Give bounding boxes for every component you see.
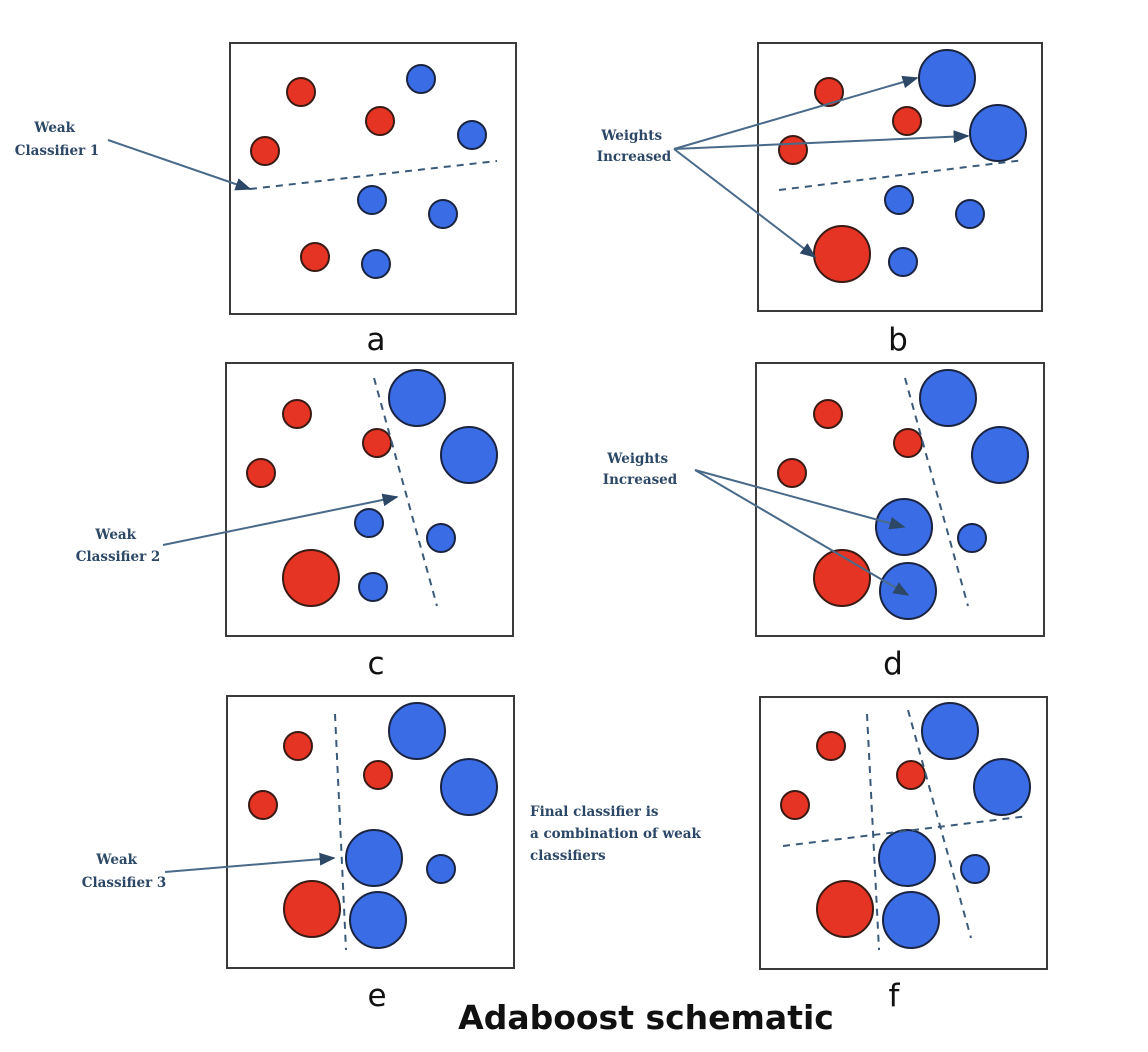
red-point [777, 458, 807, 488]
blue-point [357, 185, 387, 215]
red-point [282, 399, 312, 429]
blue-point-weighted [349, 891, 407, 949]
panel-e-label: e [367, 978, 386, 1014]
blue-point-weighted [345, 829, 403, 887]
red-point [283, 731, 313, 761]
blue-point-weighted [918, 49, 976, 107]
panel-d: Weights Increased d [603, 362, 1045, 682]
blue-point-weighted [879, 562, 937, 620]
blue-point-weighted [440, 758, 498, 816]
blue-point-weighted [878, 829, 936, 887]
blue-point-weighted [973, 758, 1031, 816]
red-point-weighted [816, 880, 874, 938]
panel-f-annotation: Final classifier is a combination of wea… [530, 804, 706, 864]
panel-d-annotation: Weights Increased [603, 451, 678, 488]
red-point [248, 790, 278, 820]
blue-point-weighted [921, 702, 979, 760]
blue-point [354, 508, 384, 538]
annotation-arrow [694, 469, 906, 530]
red-point-weighted [282, 549, 340, 607]
annotation-arrow [107, 139, 252, 191]
panel-a: Weak Classifier 1 a [15, 42, 517, 358]
red-point [363, 760, 393, 790]
panel-c-annotation: Weak Classifier 2 [76, 527, 161, 565]
diagram-title: Adaboost schematic [458, 998, 834, 1037]
combined-boundary-1 [866, 713, 880, 951]
blue-point [957, 523, 987, 553]
annotation-arrow [673, 130, 970, 150]
blue-point-weighted [971, 426, 1029, 484]
panel-a-label: a [367, 322, 386, 358]
weak-classifier-3-boundary [334, 713, 347, 951]
weak-classifier-2-boundary [373, 377, 438, 607]
blue-point [955, 199, 985, 229]
blue-point [428, 199, 458, 229]
panel-e: Weak Classifier 3 e [82, 695, 515, 1014]
red-point [286, 77, 316, 107]
blue-point-weighted [919, 369, 977, 427]
red-point [246, 458, 276, 488]
combined-boundary-3 [782, 815, 1029, 847]
blue-point [426, 854, 456, 884]
combined-boundary-2 [907, 709, 972, 939]
panel-d-label: d [883, 646, 903, 682]
panel-b-label: b [888, 322, 908, 358]
red-point [892, 106, 922, 136]
blue-point [361, 249, 391, 279]
weak-classifier-1-boundary [249, 160, 498, 190]
blue-point-weighted [388, 369, 446, 427]
red-point [362, 428, 392, 458]
red-point-weighted [813, 225, 871, 283]
panel-b: Weights Increased b [597, 42, 1043, 358]
panel-f-label: f [889, 978, 901, 1014]
panel-b-annotation: Weights Increased [597, 128, 672, 165]
panel-e-annotation: Weak Classifier 3 [82, 852, 167, 891]
blue-point-weighted [440, 426, 498, 484]
blue-point [457, 120, 487, 150]
red-point [365, 106, 395, 136]
blue-point [358, 572, 388, 602]
annotation-arrow [673, 148, 817, 258]
blue-point [888, 247, 918, 277]
blue-point [426, 523, 456, 553]
red-point [813, 399, 843, 429]
red-point [893, 428, 923, 458]
red-point-weighted [283, 880, 341, 938]
blue-point [884, 185, 914, 215]
red-point-weighted [813, 549, 871, 607]
blue-point [960, 854, 990, 884]
red-point [814, 77, 844, 107]
red-point [300, 242, 330, 272]
panel-f: Final classifier is a combination of wea… [530, 696, 1048, 1014]
blue-point [406, 64, 436, 94]
annotation-arrow [164, 852, 336, 873]
previous-boundary [778, 159, 1025, 191]
red-point [816, 731, 846, 761]
red-point [780, 790, 810, 820]
blue-point-weighted [882, 891, 940, 949]
panel-c: Weak Classifier 2 c [76, 362, 514, 682]
red-point [778, 135, 808, 165]
annotation-arrow [694, 469, 910, 596]
annotation-arrow [162, 493, 399, 546]
red-point [896, 760, 926, 790]
previous-boundary [904, 377, 969, 607]
annotation-arrow [673, 75, 919, 150]
panel-c-label: c [367, 646, 384, 682]
panel-a-annotation: Weak Classifier 1 [15, 120, 100, 159]
red-point [250, 136, 280, 166]
blue-point-weighted [969, 104, 1027, 162]
blue-point-weighted [388, 702, 446, 760]
